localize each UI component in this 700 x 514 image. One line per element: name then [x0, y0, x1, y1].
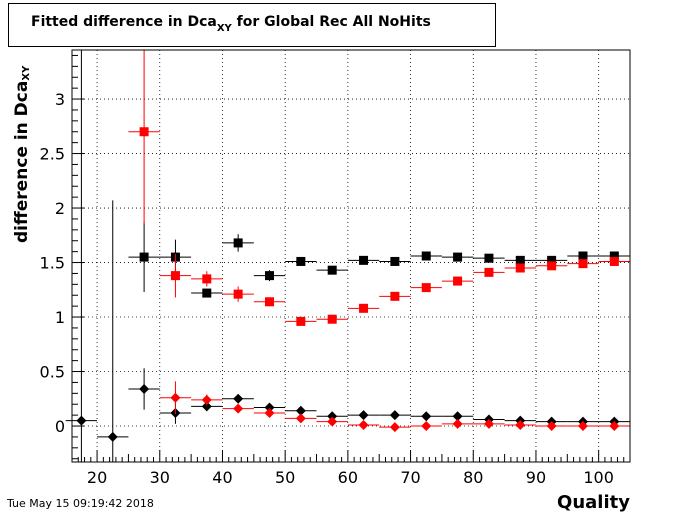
data-point-square	[233, 289, 243, 299]
data-point-square	[453, 276, 463, 286]
data-point-square	[578, 259, 588, 269]
y-tick-label: 2	[55, 199, 65, 218]
y-tick-label: 3	[55, 90, 65, 109]
data-point-diamond	[327, 411, 338, 422]
data-point-square	[359, 255, 369, 265]
data-point-square	[390, 291, 400, 301]
data-point-diamond	[264, 402, 275, 413]
data-point-diamond	[233, 403, 244, 414]
y-tick-label: 1.5	[40, 254, 65, 273]
data-point-diamond	[295, 413, 306, 424]
data-point-square	[421, 251, 431, 261]
data-point-diamond	[389, 422, 400, 433]
data-point-square	[264, 297, 274, 307]
data-series	[65, 50, 630, 462]
data-point-diamond	[233, 393, 244, 404]
y-tick-label: 0	[55, 417, 65, 436]
title-main: Fitted difference in Dca	[31, 14, 217, 30]
timestamp: Tue May 15 09:19:42 2018	[7, 497, 154, 510]
x-tick-label: 40	[212, 468, 232, 487]
data-point-square	[421, 283, 431, 293]
y-axis-label: difference in DcaXY	[12, 66, 32, 243]
y-tick-label: 1	[55, 308, 65, 327]
grid	[72, 50, 630, 462]
data-point-diamond	[107, 431, 118, 442]
data-point-diamond	[201, 394, 212, 405]
x-axis-label: Quality	[557, 492, 630, 513]
data-point-diamond	[358, 410, 369, 421]
data-point-diamond	[327, 416, 338, 427]
y-tick-label: 2.5	[40, 145, 65, 164]
chart-title: Fitted difference in DcaXY for Global Re…	[31, 14, 431, 34]
x-tick-label: 50	[275, 468, 295, 487]
data-point-diamond	[577, 421, 588, 432]
y-tick-label: 0.5	[40, 363, 65, 382]
x-tick-label: 30	[150, 468, 170, 487]
data-point-square	[296, 256, 306, 266]
data-point-square	[609, 256, 619, 266]
data-point-diamond	[264, 407, 275, 418]
data-point-square	[547, 255, 557, 265]
data-point-square	[547, 261, 557, 271]
data-point-square	[453, 252, 463, 262]
data-point-square	[515, 255, 525, 265]
data-point-square	[578, 251, 588, 261]
data-point-diamond	[515, 419, 526, 430]
data-point-diamond	[201, 401, 212, 412]
data-point-diamond	[358, 419, 369, 430]
data-point-diamond	[421, 411, 432, 422]
data-point-diamond	[295, 405, 306, 416]
data-point-square	[484, 267, 494, 277]
ylabel-subscript: XY	[21, 65, 32, 81]
data-point-square	[233, 238, 243, 248]
data-point-square	[609, 251, 619, 261]
x-tick-label: 80	[463, 468, 483, 487]
data-point-square	[139, 252, 149, 262]
x-tick-label: 20	[87, 468, 107, 487]
data-point-square	[515, 263, 525, 273]
data-point-square	[327, 265, 337, 275]
data-point-diamond	[139, 383, 150, 394]
data-point-square	[390, 256, 400, 266]
x-tick-label: 90	[526, 468, 546, 487]
data-point-diamond	[76, 415, 87, 426]
data-point-square	[202, 274, 212, 284]
data-point-square	[139, 127, 149, 137]
data-point-square	[170, 271, 180, 281]
title-rest: for Global Rec All NoHits	[231, 14, 431, 30]
data-point-square	[327, 314, 337, 324]
data-point-diamond	[609, 421, 620, 432]
data-point-square	[484, 253, 494, 263]
plot-frame	[71, 49, 631, 463]
data-point-diamond	[389, 410, 400, 421]
x-tick-label: 60	[338, 468, 358, 487]
data-point-diamond	[170, 392, 181, 403]
axes: 20 30 40 50 60 70 80 90 100 0 0.5 1 1.5 2 2.5 3	[40, 54, 625, 487]
title-subscript: XY	[216, 23, 232, 34]
data-point-diamond	[452, 418, 463, 429]
data-point-diamond	[546, 421, 557, 432]
x-tick-label: 70	[400, 468, 420, 487]
title-box: Fitted difference in DcaXY for Global Re…	[8, 3, 496, 47]
data-point-diamond	[421, 421, 432, 432]
data-point-square	[202, 288, 212, 298]
data-point-diamond	[452, 411, 463, 422]
data-point-square	[359, 303, 369, 313]
data-point-diamond	[483, 418, 494, 429]
ylabel-main: difference in Dca	[12, 80, 32, 243]
data-point-square	[296, 316, 306, 326]
x-tick-label: 100	[583, 468, 614, 487]
data-point-square	[264, 271, 274, 281]
